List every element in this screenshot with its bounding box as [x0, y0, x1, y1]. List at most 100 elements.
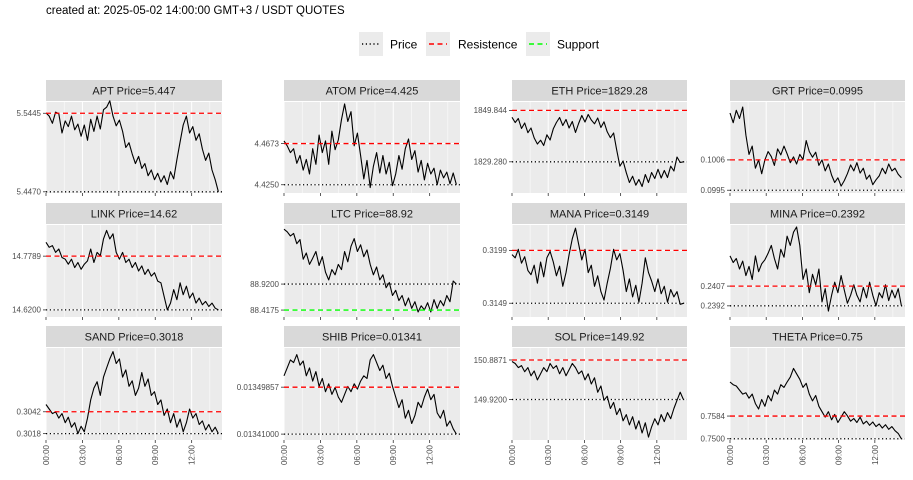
- x-tick-label: 03:00: [316, 444, 325, 465]
- x-tick-label: 03:00: [762, 444, 771, 465]
- y-tick-label: 5.4470: [17, 188, 42, 197]
- panel-title: MINA Price=0.2392: [770, 209, 865, 221]
- y-tick-label: 0.0995: [701, 186, 726, 195]
- y-tick-label: 4.4250: [255, 181, 280, 190]
- panel-ltc: LTC Price=88.92 88.9200 88.4175: [250, 203, 460, 320]
- price-series-line: [511, 361, 684, 438]
- panel-strip: [512, 80, 687, 101]
- panel-background: [730, 348, 905, 440]
- x-tick-label: 12:00: [188, 444, 197, 465]
- x-tick-label: 09:00: [835, 444, 844, 465]
- panel-strip: [730, 80, 905, 101]
- panel-strip: [284, 80, 460, 101]
- panel-title: APT Price=5.447: [92, 86, 175, 98]
- panel-apt: APT Price=5.447 5.5445 5.4470: [17, 80, 222, 197]
- y-tick-label: 1829.280: [474, 158, 508, 167]
- panel-title: ETH Price=1829.28: [551, 86, 647, 98]
- panel-title: GRT Price=0.0995: [772, 86, 863, 98]
- panel-strip: [46, 203, 222, 224]
- panel-strip: [730, 203, 905, 224]
- legend-item-support: Support: [526, 32, 600, 56]
- panel-atom: ATOM Price=4.425 4.4673 4.4250: [255, 80, 460, 196]
- panel-background: [46, 225, 222, 317]
- price-series-line: [729, 226, 902, 312]
- x-tick-label: 03:00: [78, 444, 87, 465]
- x-tick-label: 09:00: [151, 444, 160, 465]
- legend-label-resistance: Resistence: [458, 38, 518, 52]
- panel-grt: GRT Price=0.0995 0.1006 0.0995: [701, 80, 905, 196]
- x-tick-label: 06:00: [580, 444, 589, 465]
- legend-item-price: Price: [359, 32, 418, 56]
- x-tick-label: 12:00: [871, 444, 880, 465]
- x-tick-label: 12:00: [653, 444, 662, 465]
- y-tick-label: 0.01349857: [237, 383, 280, 392]
- y-tick-label: 0.1006: [701, 156, 726, 165]
- panel-title: ATOM Price=4.425: [326, 86, 419, 98]
- x-tick-label: 09:00: [617, 444, 626, 465]
- y-tick-label: 5.5445: [17, 109, 42, 118]
- panel-mina: MINA Price=0.2392 0.2407 0.2392: [701, 203, 905, 320]
- price-series-line: [511, 113, 684, 188]
- y-tick-label: 0.2392: [701, 302, 726, 311]
- panel-background: [512, 225, 687, 317]
- panel-strip: [284, 203, 460, 224]
- y-tick-label: 0.3042: [17, 408, 42, 417]
- y-tick-label: 4.4673: [255, 139, 280, 148]
- panel-background: [512, 102, 687, 193]
- panel-background: [512, 348, 687, 440]
- x-tick-label: 06:00: [798, 444, 807, 465]
- panel-title: MANA Price=0.3149: [550, 209, 649, 221]
- y-tick-label: 0.3018: [17, 429, 42, 438]
- price-series-line: [45, 100, 219, 192]
- facet-grid: APT Price=5.447 5.5445 5.4470 ATOM Price=4.…: [12, 80, 905, 465]
- y-tick-label: 0.7584: [701, 412, 726, 421]
- panel-title: SAND Price=0.3018: [85, 332, 184, 344]
- legend: Price Resistence Support: [359, 32, 600, 56]
- price-series-line: [283, 354, 457, 435]
- price-series-line: [45, 351, 219, 435]
- y-tick-label: 0.3199: [483, 246, 508, 255]
- panel-shib: SHIB Price=0.01341 0.01349857 0.0134100000…: [237, 326, 460, 465]
- panel-strip: [46, 80, 222, 101]
- legend-item-resistance: Resistence: [426, 32, 518, 56]
- x-tick-label: 09:00: [389, 444, 398, 465]
- price-series-line: [283, 228, 457, 313]
- y-tick-label: 150.8871: [474, 356, 508, 365]
- panel-sol: SOL Price=149.92 150.8871 149.9200 00:00 03:…: [474, 326, 687, 465]
- price-series-line: [729, 367, 902, 440]
- panel-background: [46, 102, 222, 193]
- panel-mana: MANA Price=0.3149 0.3199 0.3149: [483, 203, 687, 320]
- panel-title: LINK Price=14.62: [91, 209, 178, 221]
- y-tick-label: 149.9200: [474, 395, 508, 404]
- y-tick-label: 0.2407: [701, 282, 726, 291]
- chart-caption: created at: 2025-05-02 14:00:00 GMT+3 / …: [46, 5, 345, 17]
- panel-strip: [46, 326, 222, 347]
- x-tick-label: 06:00: [115, 444, 124, 465]
- panel-strip: [730, 326, 905, 347]
- panel-strip: [512, 326, 687, 347]
- panel-title: SOL Price=149.92: [555, 332, 645, 344]
- price-series-line: [511, 227, 684, 305]
- x-tick-label: 06:00: [353, 444, 362, 465]
- y-tick-label: 88.9200: [250, 280, 279, 289]
- legend-label-price: Price: [390, 38, 418, 52]
- legend-label-support: Support: [557, 38, 600, 52]
- panel-strip: [284, 326, 460, 347]
- y-tick-label: 1849.844: [474, 106, 508, 115]
- panel-strip: [512, 203, 687, 224]
- panel-background: [730, 102, 905, 193]
- panel-title: LTC Price=88.92: [331, 209, 413, 221]
- y-tick-label: 0.3149: [483, 299, 508, 308]
- price-series-line: [283, 103, 457, 189]
- x-tick-label: 00:00: [508, 444, 517, 465]
- x-tick-label: 03:00: [544, 444, 553, 465]
- y-tick-label: 14.6200: [12, 306, 41, 315]
- x-tick-label: 00:00: [280, 444, 289, 465]
- x-tick-label: 12:00: [426, 444, 435, 465]
- panel-background: [284, 348, 460, 440]
- x-tick-label: 00:00: [726, 444, 735, 465]
